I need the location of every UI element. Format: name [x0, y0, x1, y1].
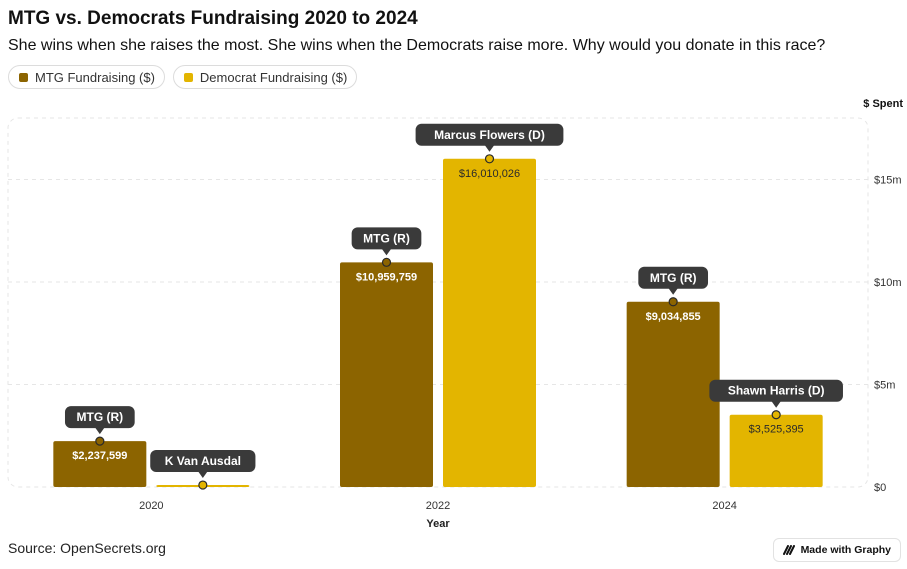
annotation-callout [415, 123, 564, 146]
bar-value-label: $3,525,395 [749, 424, 804, 436]
chart-title: MTG vs. Democrats Fundraising 2020 to 20… [8, 8, 418, 29]
annotation-label: K Van Ausdal [165, 454, 241, 468]
legend-label-mtg: MTG Fundraising ($) [35, 69, 155, 85]
annotation-pointer [668, 287, 679, 295]
annotation-label: Shawn Harris (D) [728, 384, 825, 398]
y-axis-title: $ Spent [863, 98, 903, 110]
x-tick-label: 2022 [426, 500, 450, 512]
legend-label-democrat: Democrat Fundraising ($) [199, 69, 348, 85]
plot-frame [7, 117, 869, 488]
bar-value-label: $2,237,599 [72, 450, 127, 462]
x-axis-title: Year [426, 518, 450, 530]
legend-swatch-mtg [19, 72, 28, 82]
bar [729, 414, 823, 487]
annotation-label: MTG (R) [77, 410, 124, 424]
annotation-marker [198, 480, 208, 490]
annotation-callout [638, 266, 709, 289]
annotation-pointer [771, 400, 782, 408]
bar [443, 158, 536, 487]
bar-chart: $0 $5m $10m $15m $2,237,599 MTG (R) K Van Ausd… [7, 117, 902, 530]
annotation-pointer [94, 427, 105, 435]
legend: MTG Fundraising ($) Democrat Fundraising… [8, 65, 358, 89]
y-tick-label: $5m [874, 380, 895, 392]
legend-swatch-democrat [183, 72, 193, 82]
annotation-label: MTG (R) [363, 231, 410, 245]
y-tick-label: $0 [874, 482, 886, 494]
annotation-marker [484, 154, 495, 164]
badge-label: Made with Graphy [800, 544, 891, 556]
annotation-callout [709, 379, 843, 402]
y-tick-label: $15m [874, 175, 902, 187]
bar [626, 301, 720, 487]
annotation-marker [381, 257, 392, 267]
chart-subtitle: She wins when she raises the most. She w… [8, 37, 826, 54]
annotation-pointer [197, 471, 208, 479]
annotation-label: MTG (R) [650, 271, 697, 285]
bar [53, 441, 147, 487]
bar [340, 262, 433, 487]
annotation-callout [351, 227, 422, 250]
legend-item-mtg[interactable]: MTG Fundraising ($) [8, 65, 165, 89]
annotation-label: Marcus Flowers (D) [434, 128, 545, 142]
annotation-marker [95, 436, 105, 446]
y-tick-label: $10m [874, 277, 902, 289]
annotation-callout [150, 450, 256, 473]
bar-value-label: $9,034,855 [646, 311, 701, 323]
annotation-marker [668, 297, 678, 307]
graphy-logo-icon [782, 545, 795, 555]
annotation-marker [771, 410, 781, 420]
annotation-pointer [484, 144, 495, 152]
x-tick-label: 2020 [139, 500, 163, 512]
bar-value-label: $16,010,026 [459, 168, 520, 180]
annotation-callout [64, 406, 135, 429]
legend-item-democrat[interactable]: Democrat Fundraising ($) [172, 65, 358, 89]
source-note: Source: OpenSecrets.org [8, 540, 166, 556]
x-tick-label: 2024 [712, 500, 736, 512]
made-with-graphy-badge[interactable]: Made with Graphy [772, 538, 901, 562]
annotation-pointer [381, 248, 392, 256]
bar-value-label: $10,959,759 [356, 271, 417, 283]
